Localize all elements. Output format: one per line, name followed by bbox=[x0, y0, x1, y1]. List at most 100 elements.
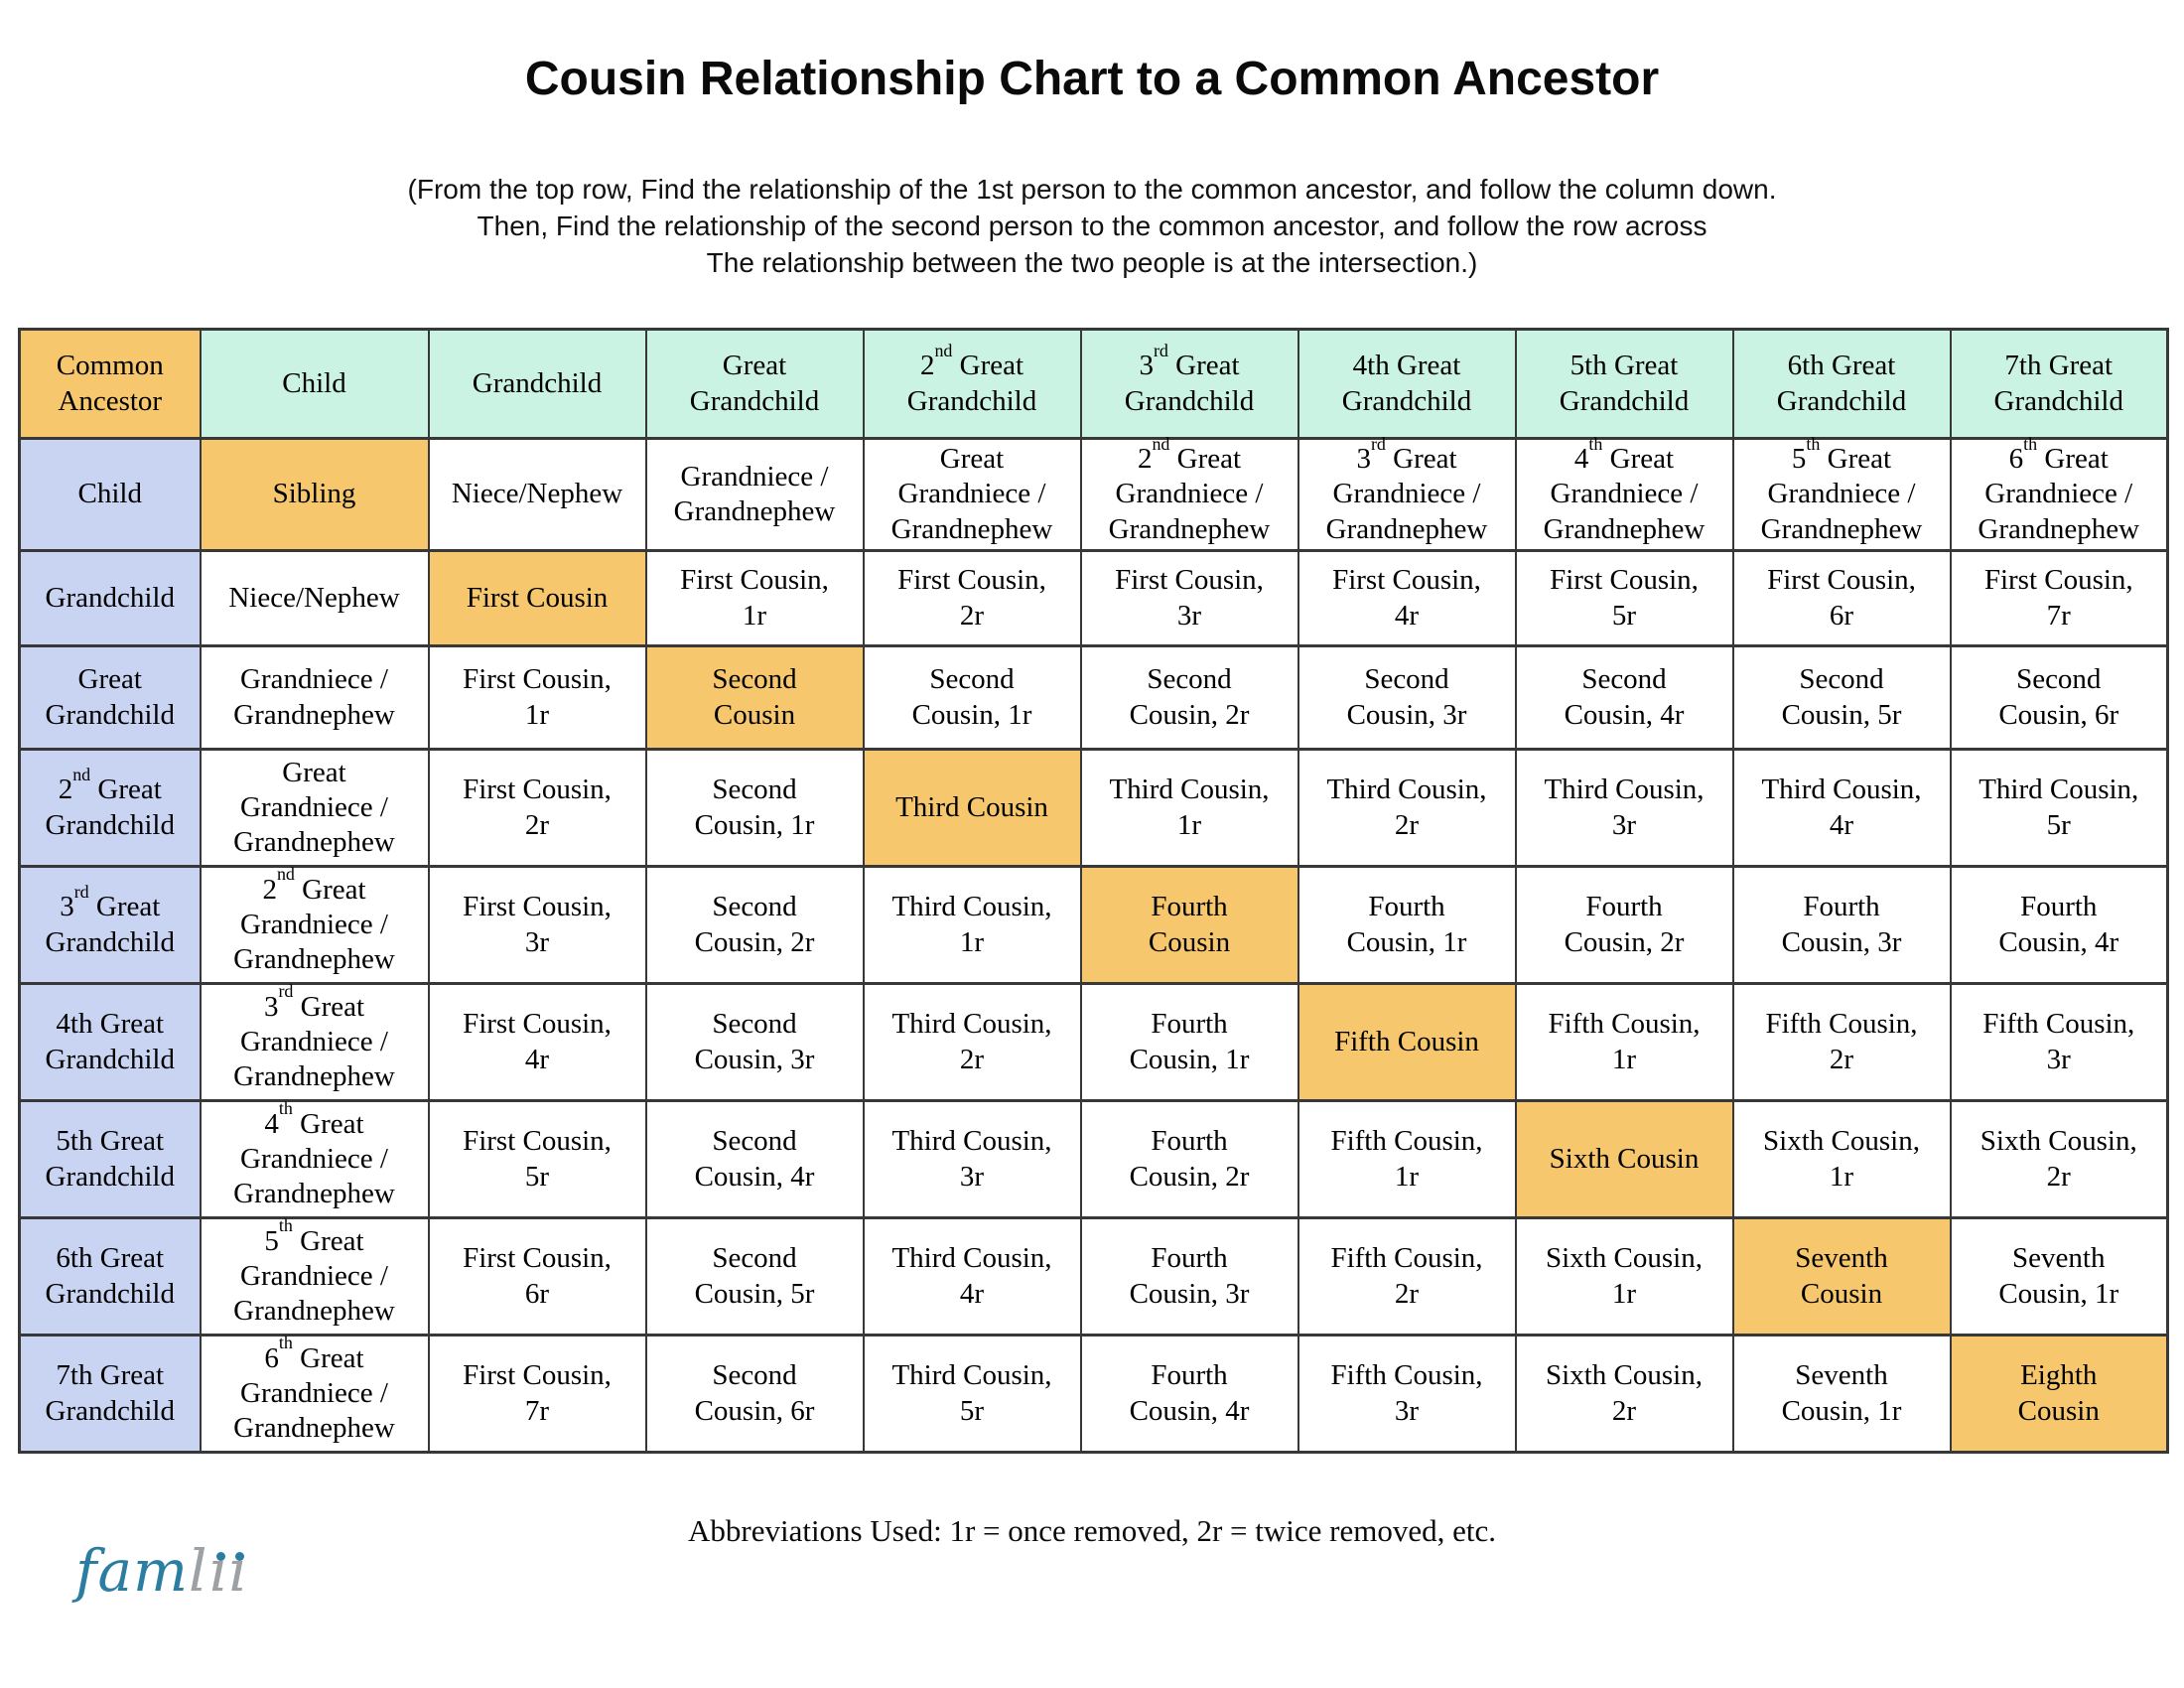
relationship-cell-r1-c8: 5th Great Grandniece / Grandnephew bbox=[1731, 435, 1952, 553]
logo-i-dot bbox=[215, 1552, 225, 1561]
instructions: (From the top row, Find the relationship… bbox=[0, 171, 2184, 281]
relationship-cell-r9-c2: First Cousin, 7r bbox=[427, 1334, 647, 1455]
page-title: Cousin Relationship Chart to a Common An… bbox=[524, 53, 1660, 105]
row-header-9: 7th Great Grandchild bbox=[18, 1334, 202, 1455]
relationship-cell-r6-c6: Fifth Cousin bbox=[1297, 982, 1517, 1103]
relationship-cell-r3-c8: Second Cousin, 5r bbox=[1731, 644, 1952, 752]
row-header-4: 2nd Great Grandchild bbox=[18, 748, 202, 869]
relationship-cell-r6-c1: 3rd Great Grandniece / Grandnephew bbox=[199, 982, 430, 1103]
table-row-3: Great Grandchild Grandniece / Grandnephew Fi… bbox=[18, 644, 2169, 752]
relationship-cell-r5-c4: Third Cousin, 1r bbox=[862, 865, 1082, 986]
column-header-1: Child bbox=[199, 328, 430, 440]
table-row-5: 3rd Great Grandchild 2nd Great Grandniece /… bbox=[18, 865, 2169, 986]
relationship-cell-r7-c9: Sixth Cousin, 2r bbox=[1949, 1099, 2169, 1220]
row-header-2: Grandchild bbox=[18, 549, 202, 648]
column-header-5: 3rd Great Grandchild bbox=[1079, 328, 1299, 440]
column-header-6: 4th Great Grandchild bbox=[1297, 328, 1517, 440]
relationship-cell-r3-c4: Second Cousin, 1r bbox=[862, 644, 1082, 752]
relationship-cell-r1-c4: Great Grandniece / Grandnephew bbox=[862, 436, 1082, 553]
corner-cell-common-ancestor: Common Ancestor bbox=[18, 328, 202, 440]
relationship-cell-r7-c7: Sixth Cousin bbox=[1514, 1099, 1734, 1220]
relationship-cell-r1-c9: 6th Great Grandniece / Grandnephew bbox=[1949, 435, 2169, 553]
relationship-cell-r3-c5: Second Cousin, 2r bbox=[1079, 644, 1299, 752]
column-header-7: 5th Great Grandchild bbox=[1514, 328, 1734, 440]
relationship-cell-r8-c8: Seventh Cousin bbox=[1731, 1216, 1952, 1337]
relationship-cell-r8-c7: Sixth Cousin, 1r bbox=[1514, 1216, 1734, 1337]
relationship-cell-r9-c5: Fourth Cousin, 4r bbox=[1079, 1334, 1299, 1455]
relationship-cell-r2-c5: First Cousin, 3r bbox=[1079, 549, 1299, 648]
logo-text-fam: fam bbox=[75, 1537, 190, 1605]
relationship-cell-r8-c5: Fourth Cousin, 3r bbox=[1079, 1216, 1299, 1337]
table-body: Common Ancestor Child Grandchild Great Grandc… bbox=[18, 328, 2169, 1455]
abbreviations-note: Abbreviations Used: 1r = once removed, 2… bbox=[687, 1513, 1496, 1548]
relationship-cell-r5-c2: First Cousin, 3r bbox=[427, 865, 647, 986]
row-header-5: 3rd Great Grandchild bbox=[18, 865, 202, 986]
relationship-cell-r7-c1: 4th Great Grandniece / Grandnephew bbox=[199, 1099, 430, 1220]
relationship-cell-r5-c9: Fourth Cousin, 4r bbox=[1949, 865, 2169, 986]
relationship-cell-r3-c3: Second Cousin bbox=[644, 644, 865, 752]
relationship-cell-r5-c6: Fourth Cousin, 1r bbox=[1297, 865, 1517, 986]
row-header-1: Child bbox=[18, 436, 202, 553]
logo-ii-stems: ıı bbox=[207, 1537, 247, 1605]
relationship-cell-r4-c9: Third Cousin, 5r bbox=[1949, 748, 2169, 869]
table-row-1: Child Sibling Niece/Nephew Grandniece / Gran… bbox=[18, 435, 2169, 553]
relationship-cell-r3-c9: Second Cousin, 6r bbox=[1949, 644, 2169, 752]
row-header-6: 4th Great Grandchild bbox=[18, 982, 202, 1103]
row-header-7: 5th Great Grandchild bbox=[18, 1099, 202, 1220]
relationship-cell-r6-c7: Fifth Cousin, 1r bbox=[1514, 982, 1734, 1103]
header-row: Common Ancestor Child Grandchild Great Grandc… bbox=[18, 328, 2169, 440]
relationship-cell-r4-c4: Third Cousin bbox=[862, 748, 1082, 869]
relationship-cell-r4-c2: First Cousin, 2r bbox=[427, 748, 647, 869]
relationship-cell-r2-c6: First Cousin, 4r bbox=[1297, 549, 1517, 648]
row-header-8: 6th Great Grandchild bbox=[18, 1216, 202, 1337]
relationship-cell-r7-c3: Second Cousin, 4r bbox=[644, 1099, 865, 1220]
relationship-cell-r5-c1: 2nd Great Grandniece / Grandnephew bbox=[199, 865, 430, 986]
column-header-9: 7th Great Grandchild bbox=[1949, 328, 2169, 440]
relationship-cell-r9-c7: Sixth Cousin, 2r bbox=[1514, 1334, 1734, 1455]
relationship-cell-r1-c7: 4th Great Grandniece / Grandnephew bbox=[1514, 435, 1734, 553]
relationship-cell-r2-c9: First Cousin, 7r bbox=[1949, 549, 2169, 648]
column-header-2: Grandchild bbox=[427, 328, 647, 440]
relationship-cell-r2-c2: First Cousin bbox=[427, 549, 647, 648]
relationship-cell-r4-c6: Third Cousin, 2r bbox=[1297, 748, 1517, 869]
cousin-relationship-table: Common Ancestor Child Grandchild Great Grandc… bbox=[18, 328, 2169, 1455]
relationship-cell-r5-c5: Fourth Cousin bbox=[1079, 865, 1299, 986]
relationship-cell-r9-c6: Fifth Cousin, 3r bbox=[1297, 1334, 1517, 1455]
instructions-line-3: The relationship between the two people … bbox=[706, 247, 1478, 278]
relationship-cell-r7-c8: Sixth Cousin, 1r bbox=[1731, 1099, 1952, 1220]
instructions-line-2: Then, Find the relationship of the secon… bbox=[477, 211, 1707, 241]
relationship-cell-r9-c4: Third Cousin, 5r bbox=[862, 1334, 1082, 1455]
table-row-2: Grandchild Niece/Nephew First Cousin First … bbox=[18, 549, 2169, 648]
famlii-logo: famlıı bbox=[75, 1537, 247, 1605]
relationship-cell-r3-c2: First Cousin, 1r bbox=[427, 644, 647, 752]
relationship-cell-r5-c7: Fourth Cousin, 2r bbox=[1514, 865, 1734, 986]
column-header-8: 6th Great Grandchild bbox=[1731, 328, 1952, 440]
relationship-cell-r4-c8: Third Cousin, 4r bbox=[1731, 748, 1952, 869]
relationship-cell-r7-c6: Fifth Cousin, 1r bbox=[1297, 1099, 1517, 1220]
relationship-cell-r5-c8: Fourth Cousin, 3r bbox=[1731, 865, 1952, 986]
relationship-cell-r3-c6: Second Cousin, 3r bbox=[1297, 644, 1517, 752]
relationship-cell-r8-c3: Second Cousin, 5r bbox=[644, 1216, 865, 1337]
table-row-7: 5th Great Grandchild 4th Great Grandniece /… bbox=[18, 1099, 2169, 1220]
relationship-cell-r7-c4: Third Cousin, 3r bbox=[862, 1099, 1082, 1220]
relationship-cell-r2-c4: First Cousin, 2r bbox=[862, 549, 1082, 648]
relationship-cell-r1-c6: 3rd Great Grandniece / Grandnephew bbox=[1297, 435, 1517, 553]
relationship-cell-r5-c3: Second Cousin, 2r bbox=[644, 865, 865, 986]
relationship-cell-r4-c7: Third Cousin, 3r bbox=[1514, 748, 1734, 869]
relationship-cell-r6-c9: Fifth Cousin, 3r bbox=[1949, 982, 2169, 1103]
relationship-cell-r1-c2: Niece/Nephew bbox=[427, 436, 647, 553]
column-header-4: 2nd Great Grandchild bbox=[862, 328, 1082, 440]
relationship-cell-r3-c1: Grandniece / Grandnephew bbox=[199, 644, 430, 752]
relationship-cell-r1-c5: 2nd Great Grandniece / Grandnephew bbox=[1079, 435, 1299, 553]
relationship-cell-r2-c1: Niece/Nephew bbox=[199, 549, 430, 648]
table-row-8: 6th Great Grandchild 5th Great Grandniece /… bbox=[18, 1216, 2169, 1337]
table-row-6: 4th Great Grandchild 3rd Great Grandniece /… bbox=[18, 982, 2169, 1103]
relationship-cell-r6-c8: Fifth Cousin, 2r bbox=[1731, 982, 1952, 1103]
relationship-cell-r6-c3: Second Cousin, 3r bbox=[644, 982, 865, 1103]
relationship-cell-r8-c9: Seventh Cousin, 1r bbox=[1949, 1216, 2169, 1337]
relationship-cell-r8-c6: Fifth Cousin, 2r bbox=[1297, 1216, 1517, 1337]
relationship-cell-r7-c5: Fourth Cousin, 2r bbox=[1079, 1099, 1299, 1220]
table-row-4: 2nd Great Grandchild Great Grandniece / Gran… bbox=[18, 748, 2169, 869]
relationship-cell-r9-c8: Seventh Cousin, 1r bbox=[1731, 1334, 1952, 1455]
